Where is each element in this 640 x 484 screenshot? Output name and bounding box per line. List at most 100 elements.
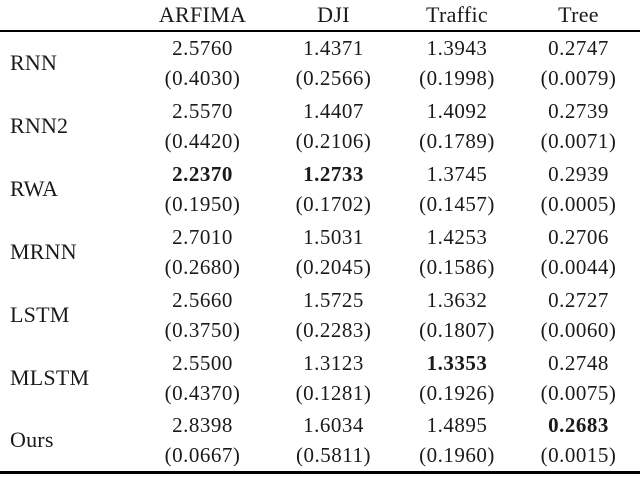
cell-value: 2.8398 xyxy=(172,412,233,437)
cell-std: (0.0005) xyxy=(540,191,617,216)
cell-std: (0.4370) xyxy=(164,380,241,405)
cell-std: (0.1807) xyxy=(419,317,495,342)
cell-value: 1.3123 xyxy=(303,350,364,375)
cell-std: (0.0060) xyxy=(540,317,617,342)
row-label: LSTM xyxy=(10,301,70,327)
table-row-mlstm: MLSTM 2.5500 (0.4370) 1.3123 (0.1281) 1.… xyxy=(0,346,640,409)
cell: 2.5660 (0.3750) xyxy=(135,283,270,346)
cell: 0.2939 (0.0005) xyxy=(517,157,640,220)
cell-value: 0.2747 xyxy=(548,36,609,60)
cell-std: (0.0075) xyxy=(540,380,617,405)
cell: 0.2727 (0.0060) xyxy=(517,283,640,346)
cell-value: 1.4895 xyxy=(426,412,488,437)
cell-value: 2.2370 xyxy=(172,161,233,186)
cell-value: 1.3632 xyxy=(426,287,488,312)
cell-std: (0.2106) xyxy=(295,128,372,153)
cell: 1.4407 (0.2106) xyxy=(270,94,397,157)
cell-value: 1.4092 xyxy=(426,98,488,123)
cell-std: (0.0044) xyxy=(540,254,617,279)
cell: 1.4371 (0.2566) xyxy=(270,31,397,94)
cell-std: (0.1281) xyxy=(295,380,372,405)
cell-std: (0.1926) xyxy=(419,380,495,405)
row-label: RNN xyxy=(10,50,58,75)
cell: 2.5500 (0.4370) xyxy=(135,346,270,409)
cell: 2.7010 (0.2680) xyxy=(135,220,270,283)
cell: 1.2733 (0.1702) xyxy=(270,157,397,220)
table-row-rnn2: RNN2 2.5570 (0.4420) 1.4407 (0.2106) 1.4… xyxy=(0,94,640,157)
cell-std: (0.3750) xyxy=(164,317,241,342)
row-label: Ours xyxy=(10,426,54,452)
cell-value: 0.2748 xyxy=(548,350,609,375)
cell: 1.5725 (0.2283) xyxy=(270,283,397,346)
cell-value: 0.2706 xyxy=(548,224,609,249)
cell: 0.2706 (0.0044) xyxy=(517,220,640,283)
cell-std: (0.2283) xyxy=(295,317,372,342)
cell-value: 1.4371 xyxy=(303,36,364,60)
cell-value: 1.5031 xyxy=(303,224,364,249)
table-row-mrnn: MRNN 2.7010 (0.2680) 1.5031 (0.2045) 1.4… xyxy=(0,220,640,283)
results-table: ARFIMA DJI Traffic Tree RNN 2.5760 (0.40… xyxy=(0,0,640,472)
cell-std: (0.1586) xyxy=(419,254,495,279)
cell-value: 1.2733 xyxy=(303,161,364,186)
cell-std: (0.0667) xyxy=(164,442,241,467)
row-label: MLSTM xyxy=(10,364,90,390)
cell-std: (0.1960) xyxy=(419,442,495,467)
cell: 2.8398 (0.0667) xyxy=(135,409,270,472)
cell: 1.3745 (0.1457) xyxy=(397,157,517,220)
cell: 1.3123 (0.1281) xyxy=(270,346,397,409)
cell: 1.4253 (0.1586) xyxy=(397,220,517,283)
row-label: RNN2 xyxy=(10,112,69,138)
cell-std: (0.2566) xyxy=(295,66,372,90)
cell-std: (0.4030) xyxy=(164,66,241,90)
cell-value: 1.3745 xyxy=(426,161,488,186)
cell: 2.5570 (0.4420) xyxy=(135,94,270,157)
table-row-rnn: RNN 2.5760 (0.4030) 1.4371 (0.2566) 1.39… xyxy=(0,31,640,94)
cell-value: 2.7010 xyxy=(172,224,233,249)
cell-value: 1.3943 xyxy=(426,36,488,60)
cell: 0.2683 (0.0015) xyxy=(517,409,640,472)
cell: 1.6034 (0.5811) xyxy=(270,409,397,472)
corner-cell xyxy=(0,0,135,31)
cell: 0.2747 (0.0079) xyxy=(517,31,640,94)
cell: 1.3943 (0.1998) xyxy=(397,31,517,94)
row-label: RWA xyxy=(10,175,59,201)
cell-value: 0.2939 xyxy=(548,161,609,186)
cell-value: 1.4407 xyxy=(303,98,364,123)
column-header-dji: DJI xyxy=(317,2,350,27)
cell-std: (0.1702) xyxy=(295,191,372,216)
cell-value: 1.5725 xyxy=(303,287,364,312)
column-header-traffic: Traffic xyxy=(426,2,488,27)
cell: 0.2739 (0.0071) xyxy=(517,94,640,157)
cell-value: 2.5500 xyxy=(172,350,233,375)
column-header-tree: Tree xyxy=(558,2,599,27)
cell-value: 0.2739 xyxy=(548,98,609,123)
cell-std: (0.4420) xyxy=(164,128,241,153)
cell-std: (0.2680) xyxy=(164,254,241,279)
cell-std: (0.0071) xyxy=(540,128,617,153)
cell: 1.4092 (0.1789) xyxy=(397,94,517,157)
header-row: ARFIMA DJI Traffic Tree xyxy=(0,0,640,31)
cell-value: 1.3353 xyxy=(426,350,488,375)
cell-value: 0.2683 xyxy=(548,412,609,437)
cell-std: (0.1789) xyxy=(419,128,495,153)
cell-std: (0.0079) xyxy=(540,66,617,90)
table-row-lstm: LSTM 2.5660 (0.3750) 1.5725 (0.2283) 1.3… xyxy=(0,283,640,346)
cell-value: 2.5570 xyxy=(172,98,233,123)
cell-value: 2.5660 xyxy=(172,287,233,312)
cell-std: (0.5811) xyxy=(296,442,371,467)
cell: 1.3353 (0.1926) xyxy=(397,346,517,409)
cell: 1.4895 (0.1960) xyxy=(397,409,517,472)
column-header-arfima: ARFIMA xyxy=(158,2,247,27)
cell: 0.2748 (0.0075) xyxy=(517,346,640,409)
cell-std: (0.1950) xyxy=(164,191,241,216)
cell-value: 1.4253 xyxy=(426,224,488,249)
cell-value: 2.5760 xyxy=(172,36,233,60)
cell: 1.5031 (0.2045) xyxy=(270,220,397,283)
row-label: MRNN xyxy=(10,238,77,264)
cell-value: 1.6034 xyxy=(303,412,364,437)
cell-std: (0.2045) xyxy=(295,254,372,279)
cell: 1.3632 (0.1807) xyxy=(397,283,517,346)
cell: 2.5760 (0.4030) xyxy=(135,31,270,94)
table-row-ours: Ours 2.8398 (0.0667) 1.6034 (0.5811) 1.4… xyxy=(0,409,640,472)
